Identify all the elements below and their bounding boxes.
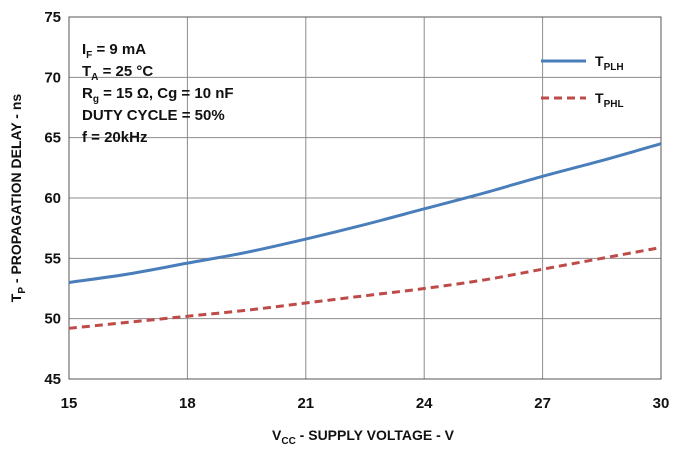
legend-label: TPLH (595, 53, 624, 73)
legend: TPLH TPHL (541, 53, 624, 110)
tick-labels: 45 50 55 60 65 70 75 15 18 21 24 27 30 (44, 9, 669, 412)
x-axis-title-sub: CC (281, 436, 295, 447)
annotation-line: TA = 25 °C (82, 63, 153, 83)
annotation-line: Rg = 15 Ω, Cg = 10 nF (82, 85, 234, 105)
y-tick-label: 55 (44, 250, 61, 267)
x-tick-label: 24 (416, 395, 433, 412)
x-axis-title-rest: - SUPPLY VOLTAGE - V (296, 427, 455, 443)
grid-lines (68, 16, 662, 380)
x-tick-label: 30 (653, 395, 670, 412)
y-tick-label: 45 (44, 371, 61, 388)
y-tick-label: 70 (44, 69, 61, 86)
annotation-line: DUTY CYCLE = 50% (82, 107, 225, 124)
x-tick-label: 27 (534, 395, 551, 412)
legend-label: TPHL (595, 90, 624, 110)
x-tick-label: 15 (61, 395, 78, 412)
x-axis-title: VCC - SUPPLY VOLTAGE - V (272, 427, 455, 447)
x-tick-label: 21 (297, 395, 314, 412)
x-tick-label: 18 (179, 395, 196, 412)
y-axis-title-sub: P (17, 287, 28, 294)
y-tick-label: 60 (44, 190, 61, 207)
series-line-tphl (68, 245, 662, 330)
plot-frame (68, 16, 662, 380)
y-tick-label: 65 (44, 130, 61, 147)
y-axis-title-rest: - PROPAGATION DELAY - ns (8, 94, 24, 287)
y-tick-label: 50 (44, 311, 61, 328)
y-axis-title: TP - PROPAGATION DELAY - ns (8, 94, 28, 303)
y-axis-title-main: T (8, 293, 24, 302)
series-line-tplh (68, 142, 662, 284)
series-lines (68, 142, 662, 330)
x-axis-title-main: V (272, 427, 282, 443)
annotation-line: f = 20kHz (82, 129, 147, 146)
annotation-line: IF = 9 mA (82, 41, 146, 61)
y-tick-label: 75 (44, 9, 61, 26)
